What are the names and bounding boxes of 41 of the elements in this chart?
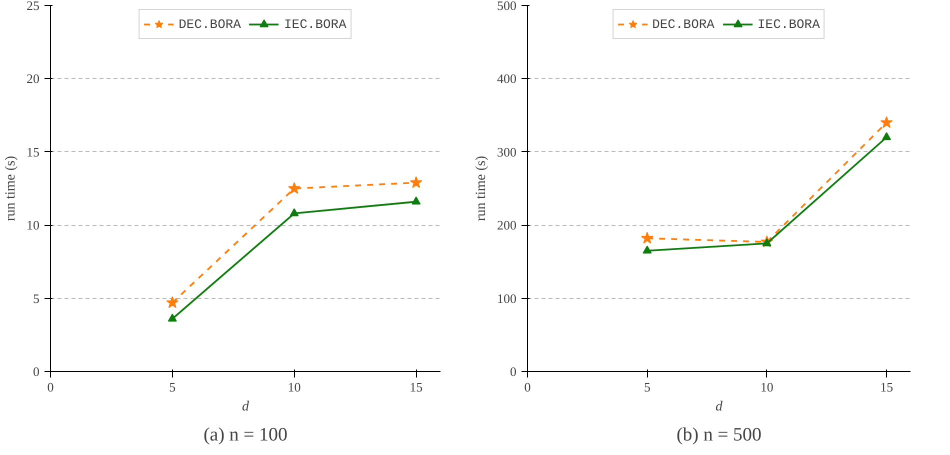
legend-label: IEC.BORA <box>284 16 346 32</box>
y-tick-label: 300 <box>497 144 516 160</box>
point <box>882 132 892 140</box>
y-tick-label: 400 <box>497 71 516 86</box>
y-tick-label: 200 <box>497 218 516 233</box>
point <box>640 232 654 244</box>
point <box>166 296 179 308</box>
x-tick-label: 0 <box>524 380 531 394</box>
point <box>762 238 772 246</box>
x-tick-label: 5 <box>644 380 650 394</box>
y-axis-title: run time (s) <box>474 156 489 222</box>
x-tick-label: 0 <box>47 380 54 394</box>
y-tick-label: 25 <box>26 0 40 13</box>
legend-label: IEC.BORA <box>758 16 820 32</box>
point <box>642 246 652 254</box>
point <box>410 176 422 188</box>
y-axis-title: run time (s) <box>4 156 18 222</box>
y-tick-label: 5 <box>33 290 40 306</box>
legend-label: DEC.BORA <box>178 16 241 32</box>
point <box>412 196 421 204</box>
point <box>288 182 300 194</box>
y-tick-label: 0 <box>510 364 516 379</box>
y-tick-label: 500 <box>497 0 516 13</box>
y-tick-label: 20 <box>26 71 40 86</box>
y-tick-label: 100 <box>497 290 516 306</box>
legend-label: DEC.BORA <box>652 16 714 32</box>
point <box>290 208 299 216</box>
y-tick-label: 15 <box>26 144 40 160</box>
point <box>168 314 177 322</box>
x-axis-title: d <box>716 400 724 414</box>
x-tick-label: 15 <box>880 380 894 394</box>
x-tick-label: 5 <box>169 380 176 394</box>
y-tick-label: 10 <box>26 218 40 233</box>
point <box>880 116 893 128</box>
text: (a) n = 100 <box>203 424 288 446</box>
y-tick-label: 0 <box>33 364 40 379</box>
text: (b) n = 500 <box>676 424 762 446</box>
x-tick-label: 15 <box>410 380 423 394</box>
x-axis-title: d <box>242 400 250 414</box>
x-tick-label: 10 <box>288 380 301 394</box>
x-tick-label: 10 <box>760 380 774 394</box>
